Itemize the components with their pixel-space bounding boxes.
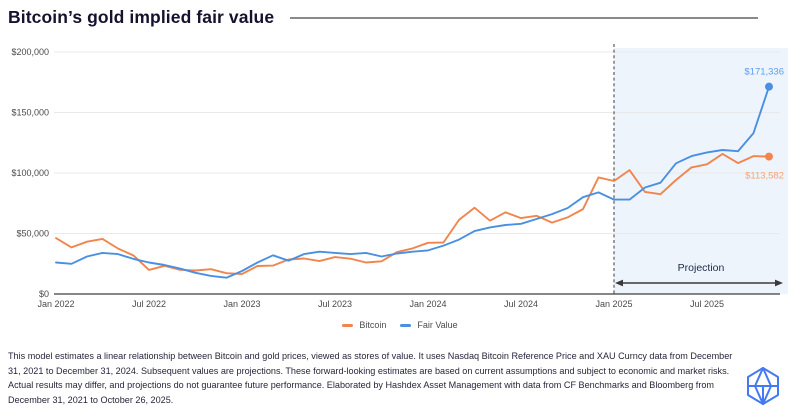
fair-value-line <box>55 85 770 279</box>
legend-item-fair-value: Fair Value <box>400 320 458 330</box>
fair-value-series-swatch <box>400 323 412 327</box>
bitcoin-series-swatch <box>342 323 354 327</box>
chart-area: $0 $50,000 $100,000 $150,000 $200,000 Jan 202… <box>11 44 788 309</box>
x-axis-label: Jul 2025 <box>690 299 724 309</box>
chart-legend: Bitcoin Fair Value <box>0 320 800 330</box>
projection-band <box>614 48 788 294</box>
fair-value-end-label: $171,336 <box>744 67 784 78</box>
x-axis-label: Jan 2022 <box>37 299 74 309</box>
page-title: Bitcoin’s gold implied fair value <box>8 7 275 27</box>
x-axis-label: Jul 2024 <box>504 299 538 309</box>
y-axis-label: $50,000 <box>16 229 49 239</box>
legend-item-bitcoin: Bitcoin <box>342 320 386 330</box>
y-axis-label: $200,000 <box>11 47 49 57</box>
fair-value-end-dot <box>765 82 773 91</box>
hashdex-logo-icon <box>747 367 779 405</box>
disclaimer-text: This model estimates a linear relationsh… <box>8 351 733 405</box>
bitcoin-end-dot <box>765 152 773 161</box>
chart-footer: This model estimates a linear relationsh… <box>8 349 792 407</box>
x-axis-label: Jan 2025 <box>595 299 632 309</box>
projection-label: Projection <box>678 262 725 274</box>
bitcoin-end-label: $113,582 <box>745 171 784 182</box>
legend-label-bitcoin: Bitcoin <box>359 320 387 330</box>
y-axis-label: $150,000 <box>11 108 49 118</box>
fair-value-chart: $0 $50,000 $100,000 $150,000 $200,000 Jan 202… <box>11 44 788 309</box>
y-axis-label: $0 <box>39 289 49 299</box>
legend-label-fair-value: Fair Value <box>417 320 458 330</box>
y-axis-label: $100,000 <box>11 168 49 178</box>
x-axis-label: Jul 2023 <box>318 299 352 309</box>
x-axis-label: Jan 2024 <box>409 299 446 309</box>
title-divider <box>290 17 758 19</box>
bitcoin-line <box>55 152 770 275</box>
projection-arrow-right-head <box>775 279 783 287</box>
chart-header: Bitcoin’s gold implied fair value <box>8 5 800 29</box>
x-axis-label: Jan 2023 <box>223 299 260 309</box>
x-axis-label: Jul 2022 <box>132 299 166 309</box>
projection-arrow-left-head <box>615 279 623 287</box>
